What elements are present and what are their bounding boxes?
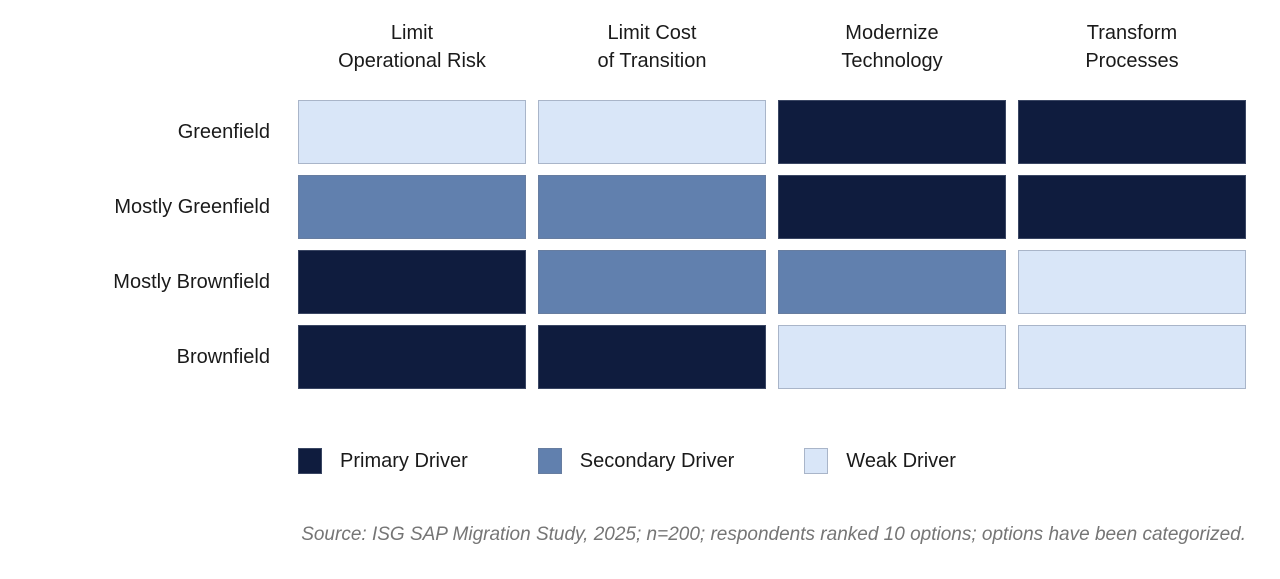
heatmap-cell [778, 100, 1006, 164]
heatmap-cell [1018, 325, 1246, 389]
legend-label: Secondary Driver [579, 449, 735, 472]
heatmap-cell [298, 100, 526, 164]
primary-driver-swatch-icon [298, 448, 322, 474]
heatmap-cell [298, 325, 526, 389]
heatmap-cell [778, 325, 1006, 389]
column-header-limit-operational-risk: Limit Operational Risk [338, 22, 486, 72]
heatmap-cell [1018, 175, 1246, 239]
heatmap-cell [1018, 100, 1246, 164]
legend-item-weak-driver: Weak Driver [804, 448, 956, 474]
column-header-limit-cost-of-transition: Limit Cost of Transition [597, 22, 707, 72]
heatmap-cell [538, 325, 766, 389]
secondary-driver-swatch-icon [537, 448, 562, 474]
heatmap-cell [538, 175, 766, 239]
legend-label: Weak Driver [846, 449, 956, 472]
source-note: Source: ISG SAP Migration Study, 2025; n… [301, 524, 1246, 545]
heatmap-cell [538, 100, 766, 164]
column-header-transform-processes: Transform Processes [1085, 22, 1179, 72]
grid-corner-spacer [0, 11, 286, 89]
legend: Primary Driver Secondary Driver Weak Dri… [298, 448, 1280, 474]
heatmap-cell [778, 175, 1006, 239]
heatmap-cell [778, 250, 1006, 314]
heatmap-cell [298, 175, 526, 239]
heatmap-cell [1018, 250, 1246, 314]
heatmap-cell [298, 250, 526, 314]
legend-label: Primary Driver [340, 449, 468, 472]
legend-item-primary-driver: Primary Driver [298, 448, 468, 474]
heatmap-grid: Limit Operational Risk Limit Cost of Tra… [0, 11, 1246, 389]
row-label-mostly-greenfield: Mostly Greenfield [114, 195, 270, 218]
column-header-modernize-technology: Modernize Technology [841, 22, 943, 72]
row-label-greenfield: Greenfield [177, 120, 270, 143]
weak-driver-swatch-icon [804, 448, 829, 474]
legend-item-secondary-driver: Secondary Driver [537, 448, 735, 474]
row-label-brownfield: Brownfield [176, 345, 270, 368]
row-label-mostly-brownfield: Mostly Brownfield [113, 270, 270, 293]
heatmap-cell [538, 250, 766, 314]
